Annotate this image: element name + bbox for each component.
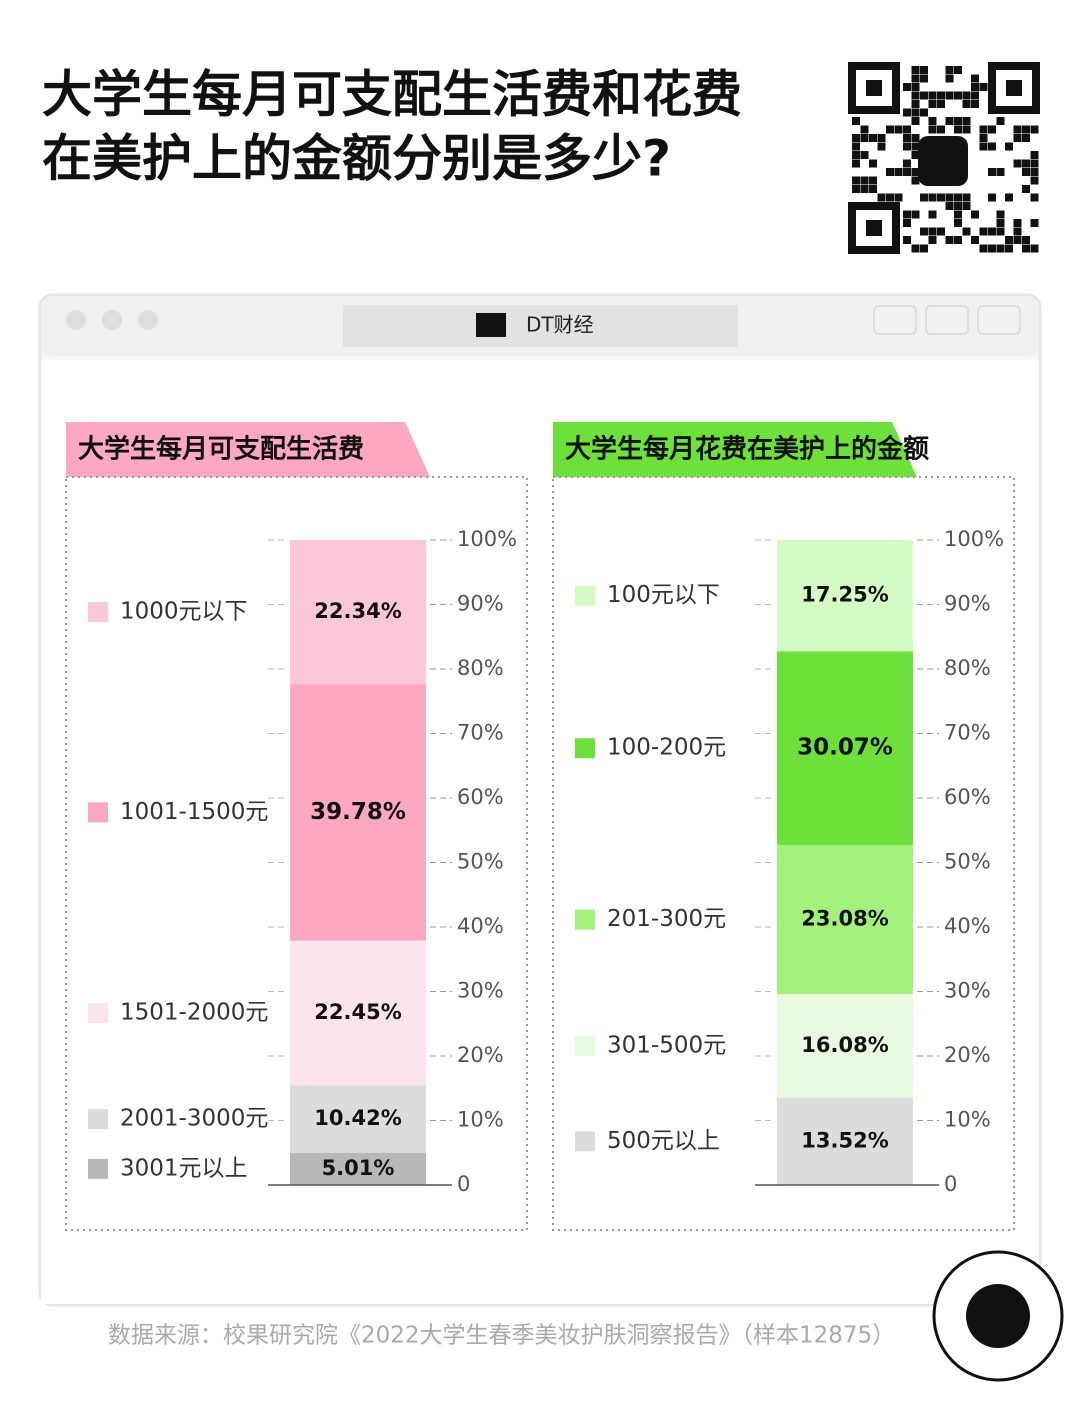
legend-swatch bbox=[88, 802, 108, 823]
legend-swatch bbox=[575, 1131, 595, 1152]
charts: 大学生每月可支配生活费 0 10% 20% 30% 40% 50% 60% 70% 80% 90% 1… bbox=[65, 422, 1015, 1231]
y-tick-label: 80% bbox=[457, 656, 504, 680]
y-tick-label: 40% bbox=[944, 914, 991, 938]
y-tick-label: 60% bbox=[457, 785, 504, 809]
title-line: 大学生每月可支配生活费和花费 bbox=[42, 66, 742, 124]
value-label: 13.52% bbox=[801, 1128, 888, 1152]
y-tick-label: 0 bbox=[944, 1172, 957, 1196]
bar-segment bbox=[290, 1085, 426, 1153]
bar-segment bbox=[777, 651, 913, 846]
bar-segment bbox=[777, 540, 913, 652]
value-label: 22.45% bbox=[314, 1000, 401, 1024]
legend-label: 2001-3000元 bbox=[120, 1106, 268, 1132]
y-tick-label: 30% bbox=[457, 979, 504, 1003]
bar-segment bbox=[290, 540, 426, 685]
legend-swatch bbox=[88, 1109, 108, 1130]
y-tick-label: 60% bbox=[944, 785, 991, 809]
title-line: 在美护上的金额分别是多少? bbox=[42, 130, 671, 188]
y-tick-label: 20% bbox=[944, 1043, 991, 1067]
y-tick-label: 80% bbox=[944, 656, 991, 680]
y-tick-label: 0 bbox=[457, 1172, 470, 1196]
y-tick-label: 20% bbox=[457, 1043, 504, 1067]
y-tick-label: 10% bbox=[457, 1108, 504, 1132]
y-tick-label: 30% bbox=[944, 979, 991, 1003]
legend-swatch bbox=[575, 909, 595, 930]
value-label: 16.08% bbox=[801, 1033, 888, 1057]
bar-segment bbox=[290, 684, 426, 941]
qr-code bbox=[848, 62, 1040, 254]
legend-swatch bbox=[575, 738, 595, 759]
legend-label: 1000元以下 bbox=[120, 599, 248, 625]
y-tick-label: 50% bbox=[457, 850, 504, 874]
logo-badge bbox=[932, 1250, 1064, 1382]
panel-header bbox=[553, 422, 917, 477]
value-label: 30.07% bbox=[797, 735, 893, 761]
bar-segment bbox=[777, 845, 913, 995]
bar-segment bbox=[777, 1097, 913, 1185]
legend-swatch bbox=[88, 1158, 108, 1179]
panel-title: 大学生每月花费在美护上的金额 bbox=[565, 434, 929, 465]
legend-swatch bbox=[88, 1003, 108, 1024]
legend-swatch bbox=[575, 585, 595, 606]
y-tick-label: 70% bbox=[944, 721, 991, 745]
y-tick-label: 90% bbox=[457, 592, 504, 616]
value-label: 23.08% bbox=[801, 907, 888, 931]
legend-label: 301-500元 bbox=[607, 1032, 726, 1058]
legend-label: 201-300元 bbox=[607, 906, 726, 932]
legend-label: 500元以上 bbox=[607, 1128, 720, 1154]
y-tick-label: 90% bbox=[944, 592, 991, 616]
window-title: DT财经 bbox=[526, 313, 594, 337]
legend-label: 100元以下 bbox=[607, 582, 720, 608]
legend-swatch bbox=[88, 602, 108, 623]
panel-title: 大学生每月可支配生活费 bbox=[78, 434, 364, 465]
value-label: 22.34% bbox=[314, 599, 401, 623]
legend-swatch bbox=[575, 1035, 595, 1056]
y-tick-label: 70% bbox=[457, 721, 504, 745]
panel-header bbox=[66, 422, 430, 477]
value-label: 39.78% bbox=[310, 799, 406, 825]
legend-label: 1501-2000元 bbox=[120, 1000, 268, 1026]
y-tick-label: 100% bbox=[944, 527, 1004, 551]
source-note: 数据来源：校果研究院《2022大学生春季美妆护肤洞察报告》（样本12875） bbox=[108, 1323, 895, 1349]
legend-label: 3001元以上 bbox=[120, 1155, 248, 1181]
value-label: 5.01% bbox=[322, 1156, 395, 1180]
legend-label: 100-200元 bbox=[607, 735, 726, 761]
value-label: 10.42% bbox=[314, 1106, 401, 1130]
y-tick-label: 40% bbox=[457, 914, 504, 938]
y-tick-label: 100% bbox=[457, 527, 517, 551]
y-tick-label: 10% bbox=[944, 1108, 991, 1132]
bar-segment bbox=[290, 940, 426, 1086]
bar-segment bbox=[777, 994, 913, 1098]
bar-segment bbox=[290, 1152, 426, 1185]
y-tick-label: 50% bbox=[944, 850, 991, 874]
value-label: 17.25% bbox=[801, 583, 888, 607]
legend-label: 1001-1500元 bbox=[120, 799, 268, 825]
